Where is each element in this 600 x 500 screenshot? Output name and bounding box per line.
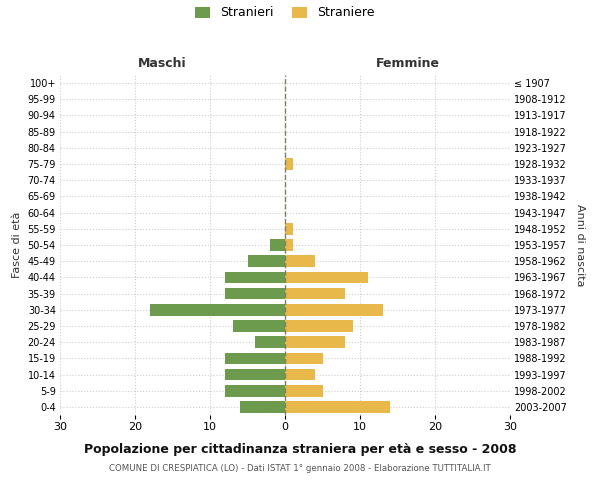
- Bar: [285, 158, 293, 170]
- Bar: [285, 256, 315, 267]
- Bar: [225, 272, 285, 283]
- Bar: [285, 368, 315, 380]
- Bar: [285, 336, 345, 348]
- Bar: [270, 239, 285, 251]
- Bar: [285, 239, 293, 251]
- Bar: [225, 368, 285, 380]
- Bar: [285, 304, 383, 316]
- Bar: [255, 336, 285, 348]
- Bar: [285, 352, 323, 364]
- Bar: [285, 401, 390, 412]
- Bar: [150, 304, 285, 316]
- Y-axis label: Anni di nascita: Anni di nascita: [575, 204, 586, 286]
- Text: Maschi: Maschi: [137, 57, 187, 70]
- Bar: [285, 385, 323, 396]
- Bar: [285, 272, 367, 283]
- Legend: Stranieri, Straniere: Stranieri, Straniere: [195, 6, 375, 20]
- Bar: [285, 288, 345, 300]
- Bar: [233, 320, 285, 332]
- Bar: [225, 352, 285, 364]
- Bar: [225, 288, 285, 300]
- Bar: [240, 401, 285, 412]
- Text: Popolazione per cittadinanza straniera per età e sesso - 2008: Popolazione per cittadinanza straniera p…: [84, 442, 516, 456]
- Y-axis label: Fasce di età: Fasce di età: [12, 212, 22, 278]
- Bar: [248, 256, 285, 267]
- Bar: [225, 385, 285, 396]
- Text: COMUNE DI CRESPIATICA (LO) - Dati ISTAT 1° gennaio 2008 - Elaborazione TUTTITALI: COMUNE DI CRESPIATICA (LO) - Dati ISTAT …: [109, 464, 491, 473]
- Bar: [285, 223, 293, 234]
- Bar: [285, 320, 353, 332]
- Text: Femmine: Femmine: [376, 57, 440, 70]
